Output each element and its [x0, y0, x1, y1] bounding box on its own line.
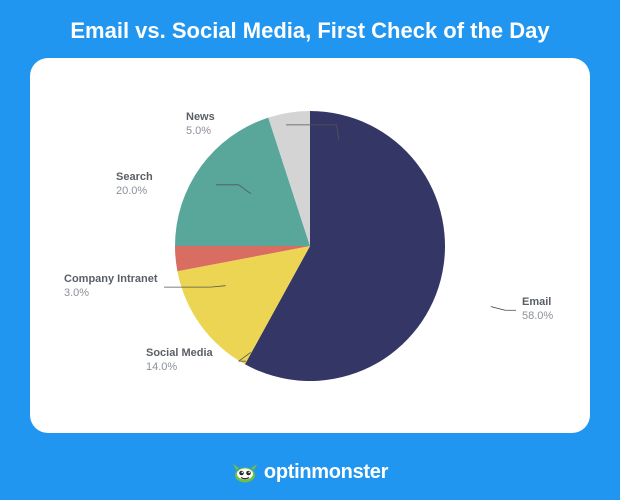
- slice-label: News5.0%: [186, 111, 215, 139]
- chart-card: Email58.0%Social Media14.0%Company Intra…: [30, 58, 590, 433]
- slice-label: Search20.0%: [116, 171, 153, 199]
- slice-label: Social Media14.0%: [146, 347, 213, 375]
- slice-label: Company Intranet3.0%: [64, 273, 158, 301]
- leader-overlay: [30, 58, 590, 433]
- brand-footer: optinmonster: [0, 461, 620, 489]
- brand-logo-icon: [232, 461, 258, 483]
- chart-title: Email vs. Social Media, First Check of t…: [0, 0, 620, 58]
- brand-text: optinmonster: [264, 461, 388, 484]
